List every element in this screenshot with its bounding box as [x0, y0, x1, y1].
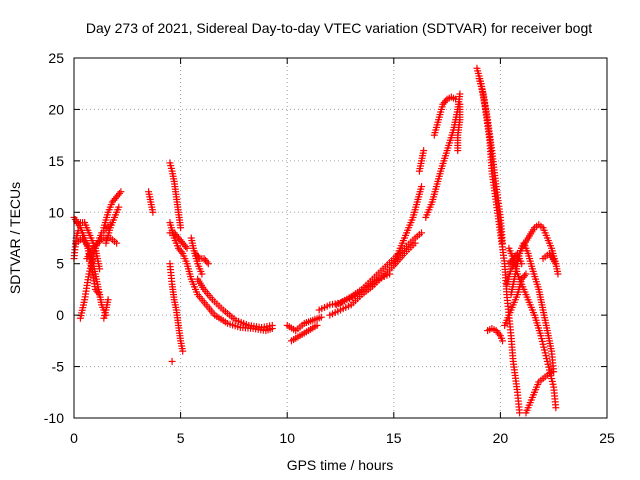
data-point	[177, 248, 185, 256]
data-point	[198, 270, 206, 278]
data-point	[552, 404, 560, 412]
x-tick-label: 5	[177, 430, 185, 446]
y-tick-label: 0	[56, 307, 64, 323]
y-tick-label: 20	[48, 101, 64, 117]
data-point	[183, 244, 191, 252]
x-tick-label: 20	[493, 430, 509, 446]
y-tick-label: 10	[48, 204, 64, 220]
data-point	[552, 260, 560, 268]
data-point	[117, 188, 125, 196]
data-point	[418, 229, 426, 237]
x-tick-label: 0	[70, 430, 78, 446]
data-point	[411, 239, 419, 247]
data-point	[113, 239, 121, 247]
data-point	[386, 270, 394, 278]
data-point	[168, 357, 176, 365]
data-point	[452, 95, 460, 103]
y-tick-label: 15	[48, 153, 64, 169]
axis-ticks: 0 5 10 15 20 25 -10 -5 0 5 10 15 20 25	[44, 50, 615, 446]
data-point	[456, 100, 464, 108]
data-point	[104, 296, 112, 304]
x-tick-label: 15	[386, 430, 402, 446]
data-points	[70, 64, 562, 417]
x-tick-label: 25	[599, 430, 615, 446]
data-point	[74, 227, 82, 235]
data-point	[177, 224, 185, 232]
data-point	[317, 313, 325, 321]
data-point	[92, 241, 100, 249]
data-point	[96, 265, 104, 273]
data-point	[442, 97, 450, 105]
data-point	[456, 90, 464, 98]
data-point	[420, 147, 428, 155]
data-point	[203, 258, 211, 266]
x-axis-label: GPS time / hours	[287, 457, 394, 473]
grid-lines	[74, 58, 607, 418]
plot-frame	[73, 57, 608, 419]
chart-title: Day 273 of 2021, Sidereal Day-to-day VTE…	[86, 20, 592, 36]
data-point	[495, 330, 503, 338]
data-point	[518, 260, 526, 268]
data-point	[115, 189, 123, 197]
data-point	[499, 337, 507, 345]
data-point	[204, 260, 212, 268]
data-point	[548, 368, 556, 376]
data-point	[522, 270, 530, 278]
data-point	[418, 183, 426, 191]
data-point	[115, 203, 123, 211]
y-tick-label: 5	[56, 256, 64, 272]
data-point	[268, 321, 276, 329]
data-point	[499, 239, 507, 247]
x-tick-label: 10	[279, 430, 295, 446]
data-point	[182, 243, 190, 251]
y-tick-label: -5	[52, 359, 65, 375]
data-point	[149, 208, 157, 216]
data-point	[516, 409, 524, 417]
data-point	[554, 270, 562, 278]
data-point	[313, 321, 321, 329]
y-axis-label: SDTVAR / TECUs	[7, 182, 23, 294]
data-point	[179, 347, 187, 355]
y-tick-label: 25	[48, 50, 64, 66]
y-tick-label: -10	[44, 410, 64, 426]
data-point	[521, 272, 529, 280]
